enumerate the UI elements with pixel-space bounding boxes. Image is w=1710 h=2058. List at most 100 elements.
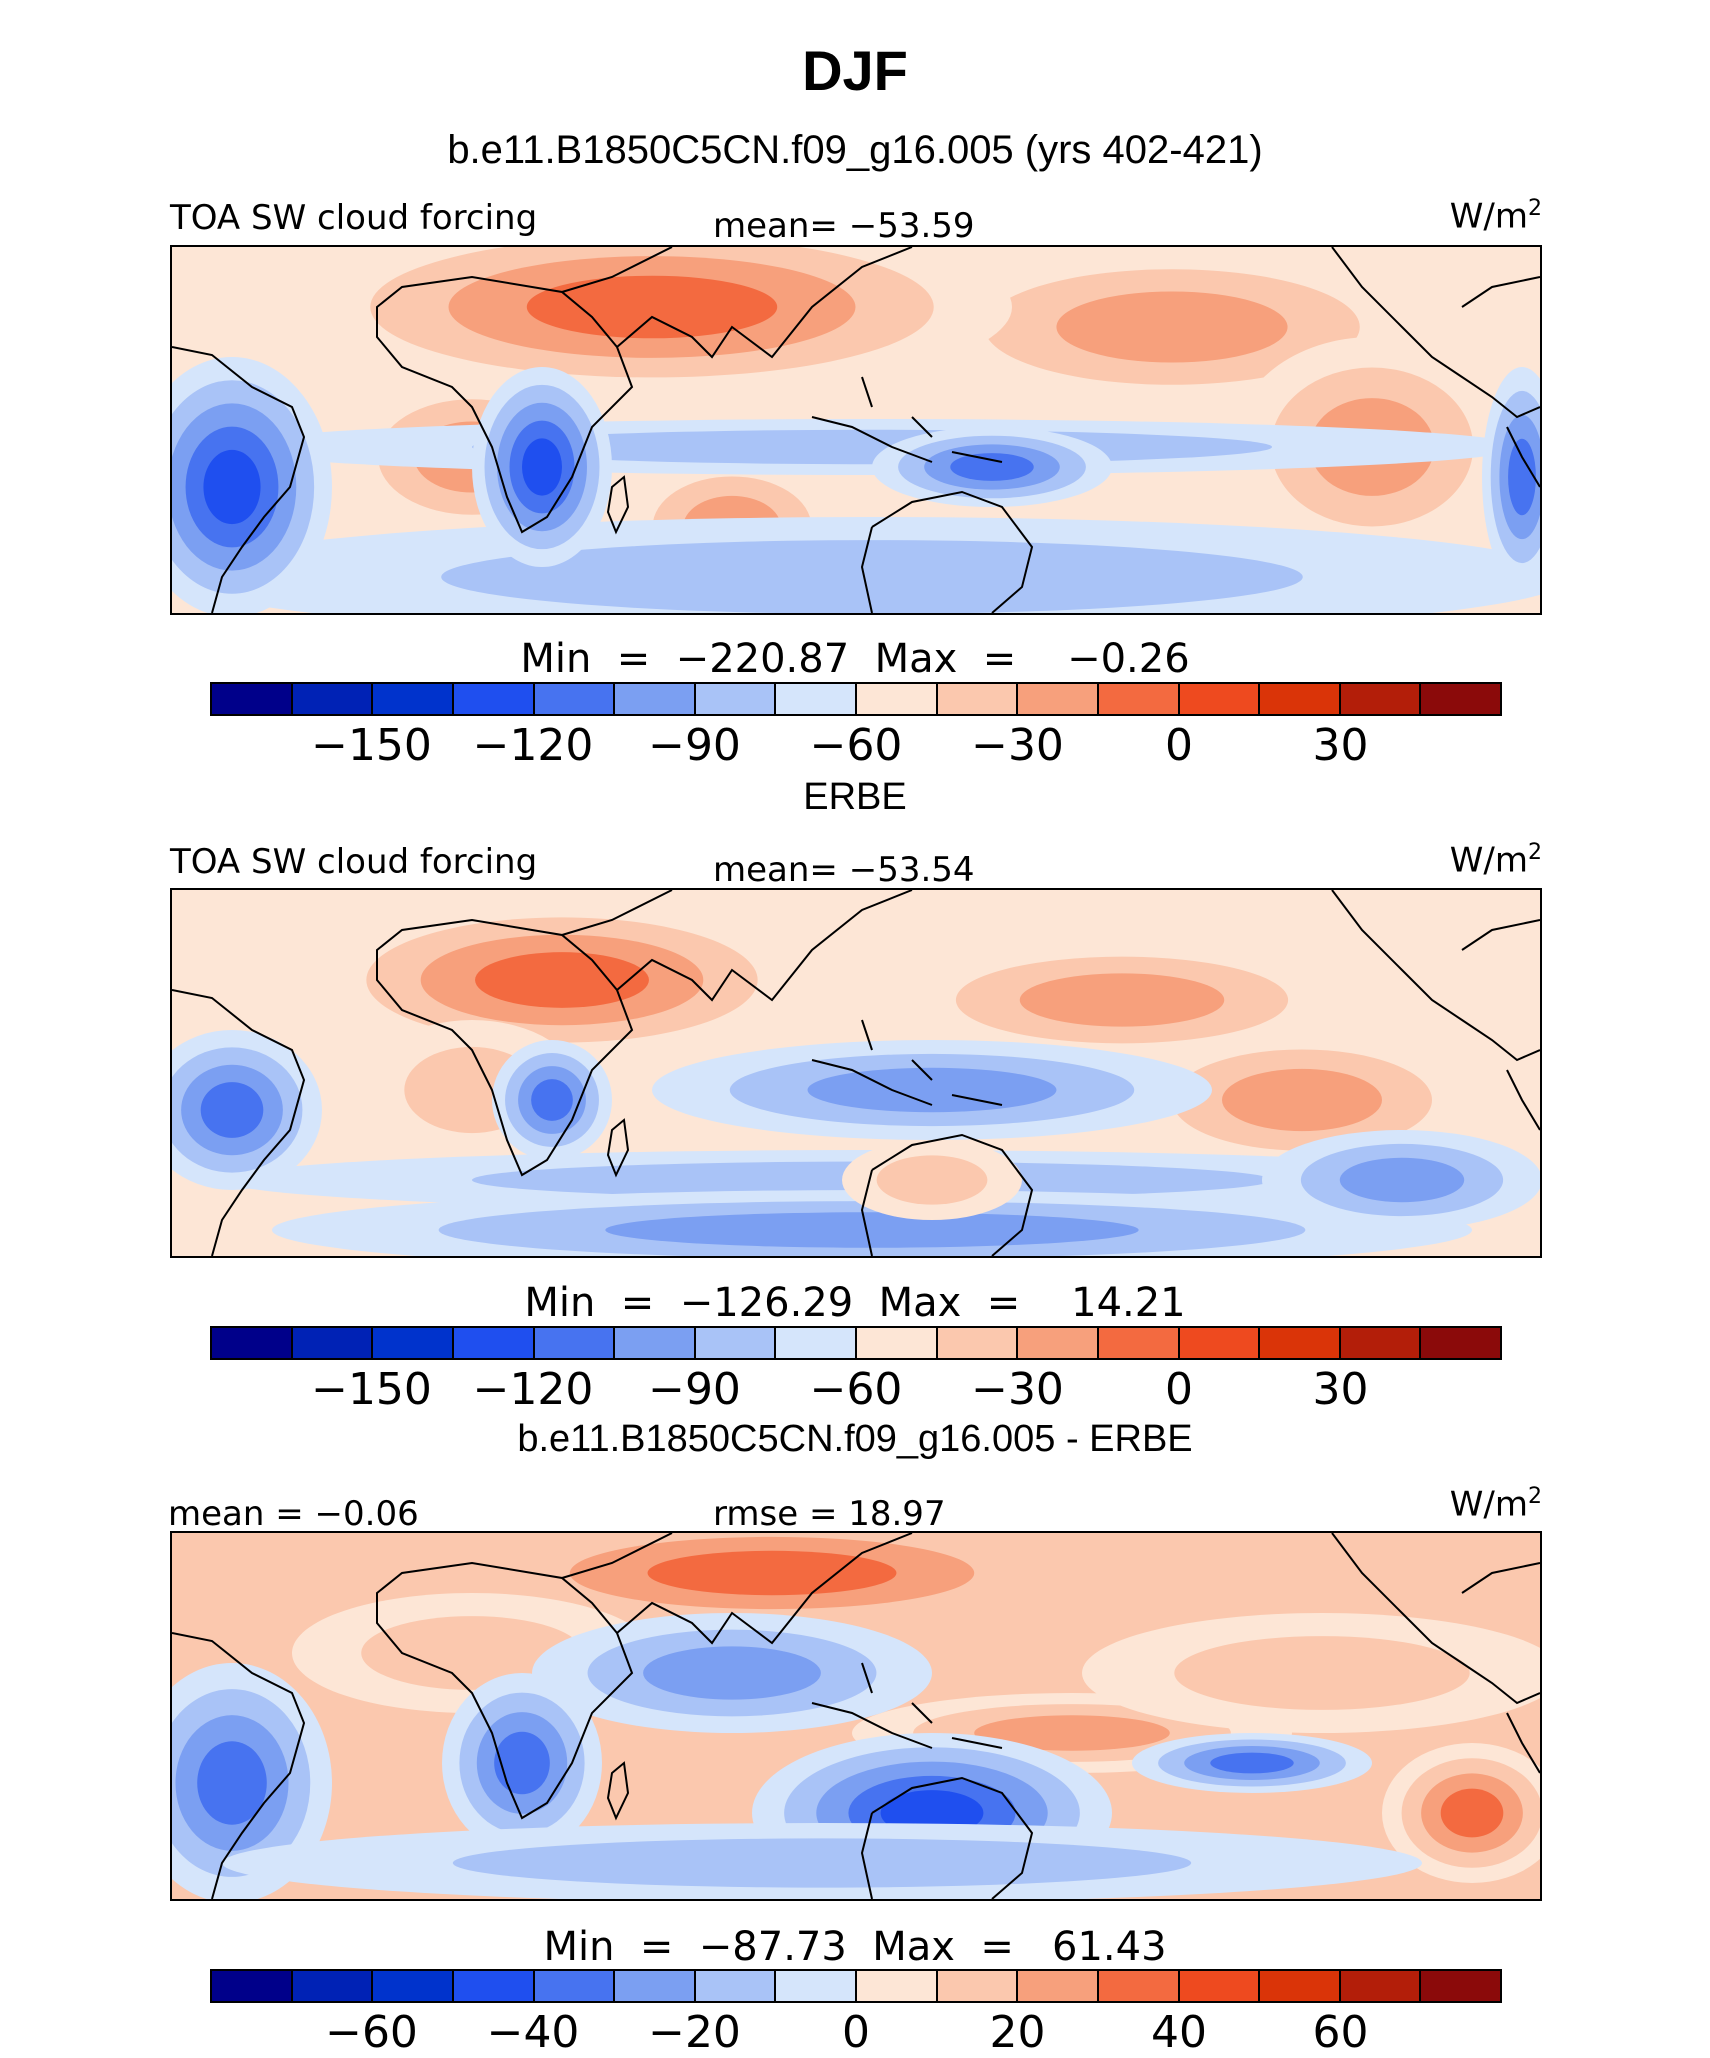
colorbar-swatch	[937, 1328, 1019, 1358]
coastline	[606, 475, 630, 535]
colorbar-swatch	[534, 1971, 616, 2001]
colorbar-swatch	[1098, 1328, 1180, 1358]
colorbar-swatch	[1179, 1328, 1261, 1358]
panel-3-units: W/m2	[1449, 1484, 1542, 1525]
coastline	[860, 1776, 1034, 1899]
colorbar-tick-label: −120	[472, 720, 594, 771]
colorbar-swatch	[212, 1328, 293, 1358]
coastline	[1331, 1533, 1540, 1705]
colorbar-swatch	[1421, 1328, 1500, 1358]
contour-region	[197, 1741, 267, 1825]
panel-2-units: W/m2	[1449, 840, 1542, 881]
colorbar-tick-label: 40	[1151, 2007, 1207, 2058]
figure-title: DJF	[802, 39, 908, 102]
contour-region	[441, 540, 1303, 613]
contour-region	[531, 1079, 573, 1121]
contour-region	[203, 449, 261, 525]
colorbar-swatch	[1018, 1328, 1099, 1358]
colorbar-swatch	[1340, 1971, 1422, 2001]
colorbar-swatch	[1018, 1971, 1099, 2001]
colorbar-swatch	[937, 684, 1019, 714]
panel-3-map	[170, 1531, 1542, 1901]
panel-3-rmse-label: rmse = 18.97	[713, 1494, 946, 1534]
panel-1-mean-label: mean= −53.59	[713, 206, 975, 246]
colorbar-swatch	[292, 1971, 374, 2001]
coastline	[1506, 1069, 1540, 1131]
contour-region	[361, 1616, 583, 1690]
panel-1-min-max: Min = −220.87 Max = −0.26	[520, 636, 1190, 682]
colorbar-swatch	[695, 684, 777, 714]
colorbar-swatch	[1421, 684, 1500, 714]
contour-region	[200, 1082, 264, 1138]
colorbar-swatch	[534, 1328, 616, 1358]
colorbar-swatch	[373, 1328, 454, 1358]
coastline	[561, 890, 913, 1002]
colorbar-tick-label: −90	[648, 1364, 741, 1415]
colorbar-swatch	[292, 684, 374, 714]
coastline	[811, 376, 1003, 463]
colorbar-tick-label: −30	[971, 1364, 1064, 1415]
contour-region	[1339, 1157, 1465, 1203]
colorbar-swatch	[453, 1328, 535, 1358]
coastline	[1506, 426, 1540, 488]
panel-2-map-plot	[172, 890, 1540, 1256]
contour-region	[807, 1067, 1057, 1113]
colorbar-swatch	[1421, 1971, 1500, 2001]
colorbar-tick-label: −120	[472, 1364, 594, 1415]
colorbar-tick-label: −60	[809, 1364, 903, 1415]
coastline	[376, 275, 634, 534]
contour-region	[950, 453, 1034, 481]
coastline	[606, 1761, 630, 1821]
colorbar-swatch	[1018, 684, 1099, 714]
colorbar-swatch	[857, 684, 938, 714]
panel-1-map-plot	[172, 247, 1540, 613]
colorbar-swatch	[1340, 684, 1422, 714]
colorbar-swatch	[212, 684, 293, 714]
panel-1-title: b.e11.B1850C5CN.f09_g16.005 (yrs 402-421…	[447, 128, 1263, 172]
colorbar-tick-label: −150	[311, 1364, 432, 1415]
colorbar-swatch	[776, 1328, 857, 1358]
colorbar-swatch	[453, 1971, 535, 2001]
panel-2-variable-label: TOA SW cloud forcing	[170, 842, 538, 882]
contour-region	[1019, 973, 1225, 1027]
panel-2-mean-label: mean= −53.54	[713, 850, 975, 890]
coastline	[1331, 890, 1540, 1062]
coastline	[561, 1533, 913, 1645]
colorbar-swatch	[857, 1328, 938, 1358]
contour-region	[1440, 1788, 1504, 1838]
colorbar-swatch	[1340, 1328, 1422, 1358]
contour-region	[475, 952, 649, 1008]
colorbar-swatch	[1098, 1971, 1180, 2001]
panel-2-map	[170, 888, 1542, 1258]
contour-region	[526, 275, 778, 339]
colorbar-tick-label: 30	[1312, 720, 1369, 771]
contour-region	[452, 1838, 1192, 1888]
panel-1-variable-label: TOA SW cloud forcing	[170, 198, 538, 238]
colorbar-swatch	[615, 1971, 696, 2001]
colorbar-swatch	[453, 684, 535, 714]
coastline	[172, 989, 306, 1256]
contour-region	[522, 438, 562, 496]
colorbar-tick-label: 20	[989, 2007, 1046, 2058]
colorbar-tick-label: −60	[325, 2007, 418, 2058]
coastline	[172, 1632, 306, 1899]
colorbar-tick-label: 0	[1165, 1364, 1193, 1415]
colorbar-tick-label: 60	[1312, 2007, 1369, 2058]
colorbar-swatch	[615, 684, 696, 714]
panel-3-colorbar	[210, 1969, 1502, 2003]
colorbar-tick-label: −150	[311, 720, 432, 771]
colorbar-swatch	[534, 684, 616, 714]
panel-3-min-max: Min = −87.73 Max = 61.43	[543, 1924, 1167, 1970]
colorbar-swatch	[373, 1971, 454, 2001]
contour-region	[974, 1715, 1170, 1751]
panel-2-min-max: Min = −126.29 Max = 14.21	[524, 1280, 1186, 1326]
contour-region	[1210, 1752, 1294, 1774]
coastline	[606, 1118, 630, 1178]
colorbar-swatch	[695, 1971, 777, 2001]
panel-2-colorbar	[210, 1326, 1502, 1360]
contour-region	[1056, 291, 1288, 363]
contour-region	[1174, 1636, 1470, 1710]
panel-3-map-plot	[172, 1533, 1540, 1899]
colorbar-tick-label: 0	[842, 2007, 870, 2058]
colorbar-swatch	[695, 1328, 777, 1358]
